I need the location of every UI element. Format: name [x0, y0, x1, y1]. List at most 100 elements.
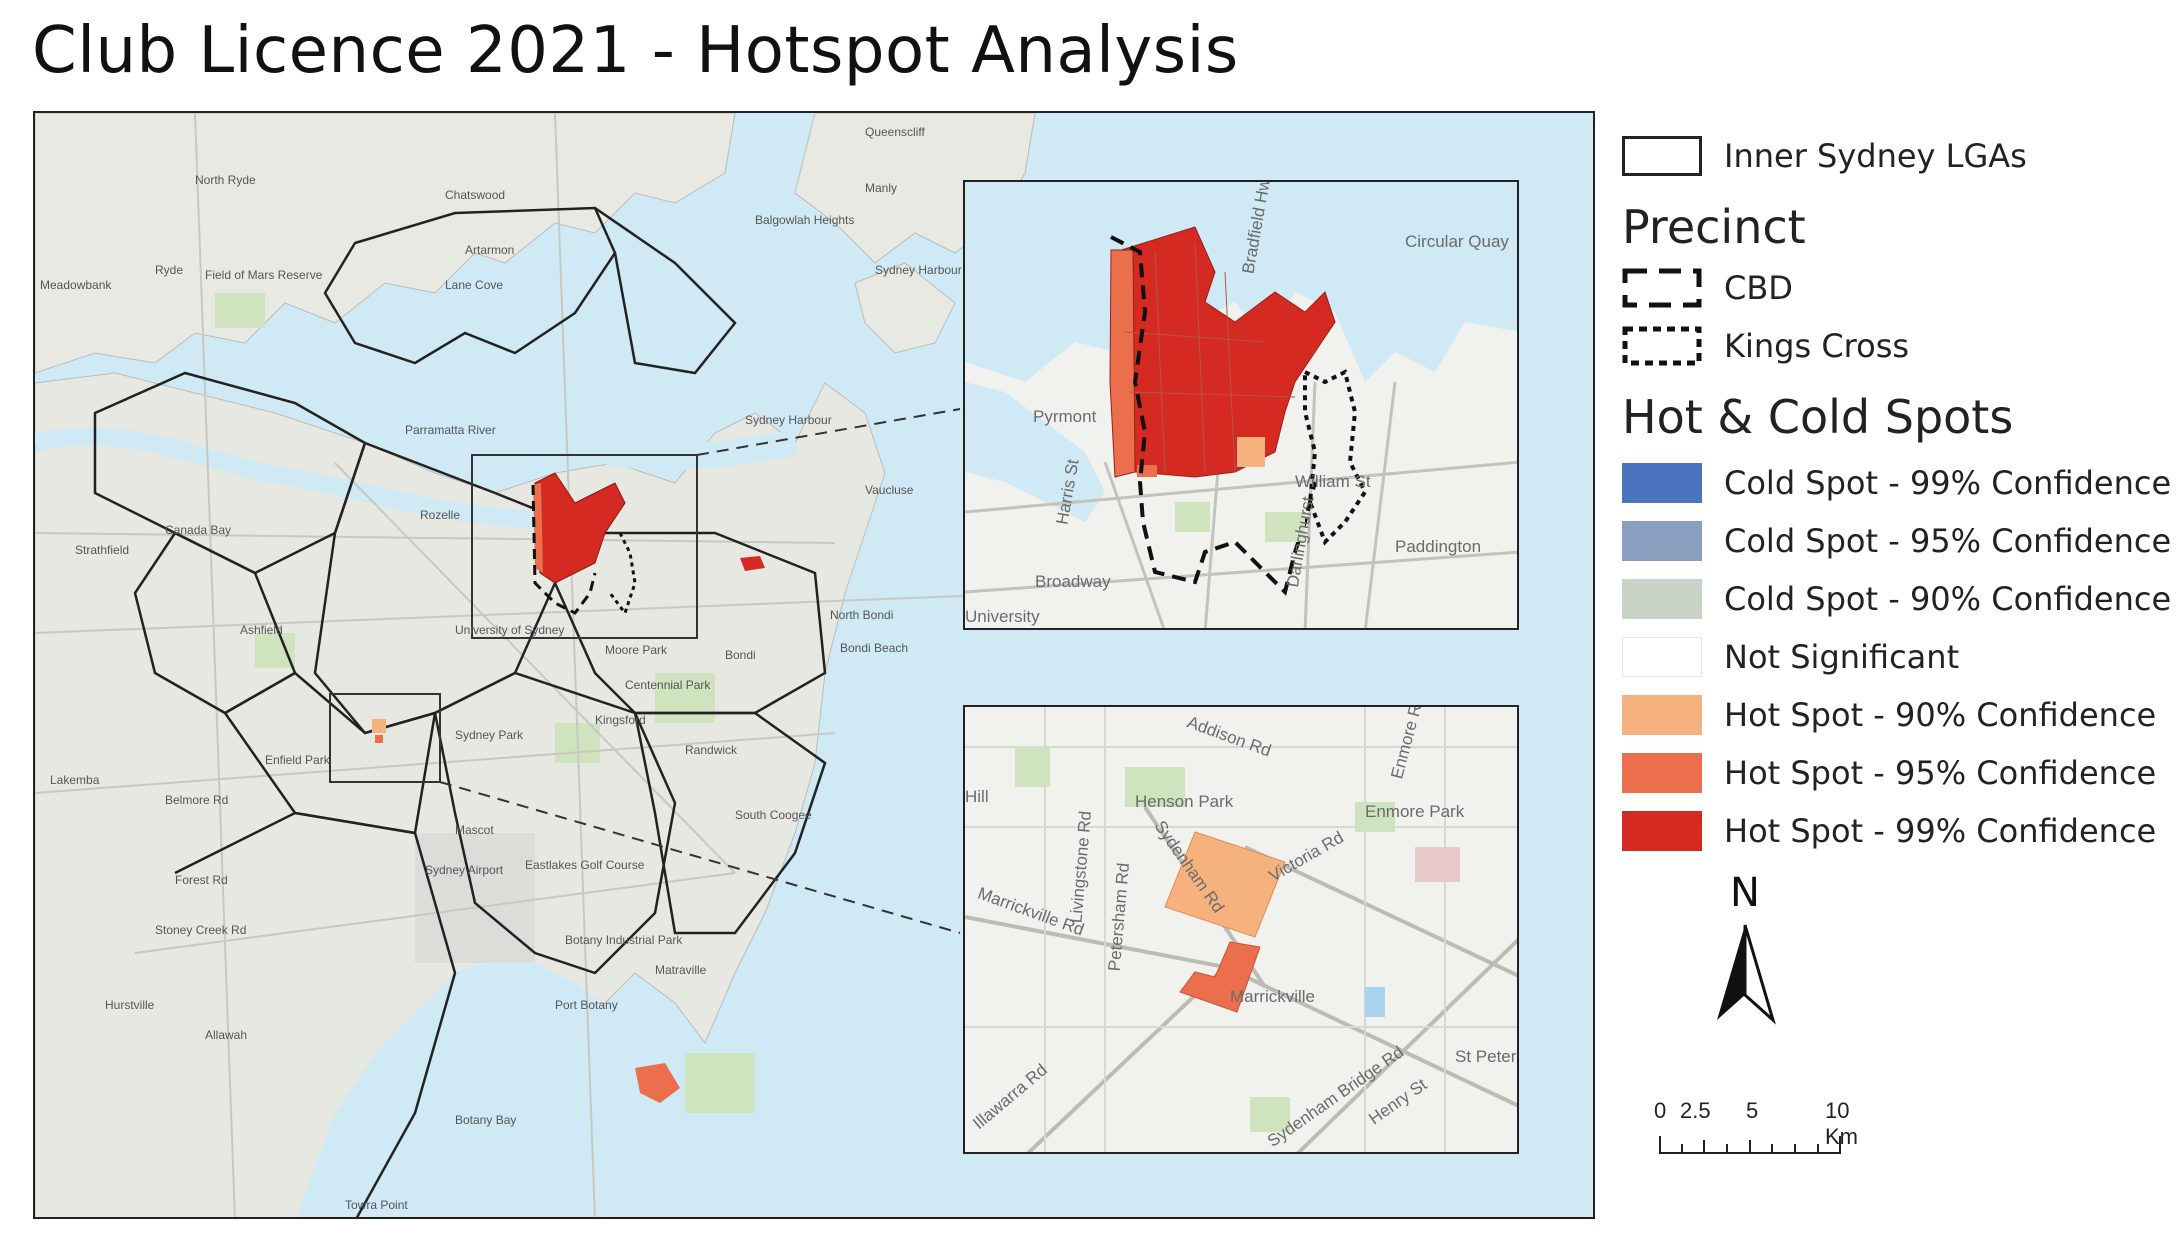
pool [1365, 987, 1385, 1017]
legend-swatch-class [1622, 521, 1702, 561]
main-map-canvas [35, 113, 1036, 1217]
park [1265, 512, 1305, 542]
hotspot-marrickville-90 [372, 719, 386, 733]
park-henson [1125, 767, 1185, 807]
legend-swatch-kingscross [1622, 326, 1702, 366]
inset-label: Marrickville [1230, 987, 1315, 1006]
legend-swatch-class [1622, 463, 1702, 503]
map-label: Enfield Park [265, 753, 330, 767]
map-label: Canada Bay [165, 523, 232, 537]
map-label: Meadowbank [40, 278, 112, 292]
map-label: Kingsford [595, 713, 646, 727]
map-label: Balgowlah Heights [755, 213, 855, 227]
legend-item-class: Hot Spot - 95% Confidence [1622, 753, 2156, 793]
park [1015, 747, 1050, 787]
legend-swatch-lga [1622, 136, 1702, 176]
map-label: Hurstville [105, 998, 155, 1012]
land-north-shore [35, 113, 736, 374]
leader-line-marrickville [439, 781, 961, 934]
map-label: Lakemba [50, 773, 100, 787]
hotspot-marrickville-90 [1164, 831, 1286, 938]
map-label: Artarmon [465, 243, 515, 257]
inset-label: Enmore Park [1365, 802, 1465, 821]
map-label: Belmore Rd [165, 793, 229, 807]
map-label: Matraville [655, 963, 707, 977]
legend-item-class: Hot Spot - 90% Confidence [1622, 695, 2156, 735]
legend-heading-precinct: Precinct [1622, 200, 1806, 254]
map-label: North Ryde [195, 173, 256, 187]
inset-label: William St [1295, 472, 1371, 491]
map-label: Stoney Creek Rd [155, 923, 247, 937]
legend-swatch-class [1622, 811, 1702, 851]
harbour-inlet [452, 398, 798, 471]
hotspot-marrickville-95 [1179, 941, 1261, 1013]
north-label: N [1730, 870, 1760, 916]
map-label: Bondi [725, 648, 756, 662]
inset-label: Henson Park [1135, 792, 1234, 811]
legend-item-class: Cold Spot - 90% Confidence [1622, 579, 2171, 619]
inset-marrickville-minor-roads [965, 707, 1517, 1152]
botany-bay [296, 953, 712, 1217]
map-label: Centennial Park [625, 678, 711, 692]
zoom-box-marrickville [329, 693, 441, 783]
map-label: Vaucluse [865, 483, 914, 497]
inset-label: Pyrmont [1033, 407, 1097, 426]
legend-swatch-class [1622, 753, 1702, 793]
park [655, 673, 715, 723]
north-arrow: N [1705, 870, 1785, 1030]
map-label: Randwick [685, 743, 738, 757]
legend-label: Hot Spot - 95% Confidence [1724, 754, 2157, 792]
legend-label: Cold Spot - 90% Confidence [1724, 580, 2172, 618]
map-label: Parramatta River [405, 423, 496, 437]
legend-item-class: Cold Spot - 99% Confidence [1622, 463, 2171, 503]
map-label: Sydney Park [455, 728, 524, 742]
legend-label: Inner Sydney LGAs [1724, 137, 2027, 175]
legend-label: Kings Cross [1724, 327, 1910, 365]
legend-label: CBD [1724, 269, 1793, 307]
legend-label: Not Significant [1724, 638, 1960, 676]
scale-tick-label: 2.5 [1680, 1098, 1711, 1123]
inset-label: Paddington [1395, 537, 1482, 556]
parramatta-river [35, 427, 598, 542]
map-label: Allawah [205, 1028, 248, 1042]
scale-tick-label: 10 Km [1825, 1098, 1858, 1149]
hotspot-marrickville-95 [375, 735, 383, 743]
road-network [35, 113, 1036, 1217]
hotspot-botany-95 [635, 1063, 680, 1103]
map-label: Botany Industrial Park [565, 933, 683, 947]
inset-cbd-roads [965, 381, 1517, 628]
scale-bar: 0 2.5 5 10 Km [1650, 1098, 1870, 1158]
inset-map-cbd[interactable]: Pyrmont Harris St Broadway William St Pa… [963, 180, 1519, 630]
park [1250, 1097, 1290, 1132]
building [1415, 847, 1460, 882]
map-label: University of Sydney [455, 623, 565, 637]
precinct-kingscross-outline [1303, 368, 1368, 546]
cbd-subareas [1124, 241, 1296, 473]
leader-line-cbd [696, 408, 961, 456]
map-label: Towra Point [345, 1198, 408, 1212]
park [255, 633, 295, 668]
precinct-cbd-outline [531, 484, 597, 615]
inset-label: University [965, 607, 1040, 626]
cockle-bay [965, 382, 1105, 522]
inset-cbd-canvas [965, 182, 1517, 628]
map-label: Bondi Beach [840, 641, 909, 655]
map-label: Sydney Airport [425, 863, 504, 877]
inset-map-marrickville[interactable]: Addison Rd Enmore Park Enmore Rd Henson … [963, 705, 1519, 1154]
legend-label: Cold Spot - 95% Confidence [1724, 522, 2172, 560]
legend-item-kingscross: Kings Cross [1622, 326, 1909, 366]
legend-item-class: Hot Spot - 99% Confidence [1622, 811, 2156, 851]
map-label: Manly [865, 181, 898, 195]
map-label: Rozelle [420, 508, 461, 522]
map-title: Club Licence 2021 - Hotspot Analysis [32, 14, 1239, 88]
map-label: Lane Cove [445, 278, 504, 292]
precinct-cbd-outline [1110, 235, 1317, 596]
hotspot-cbd-90 [1237, 437, 1265, 467]
legend-label: Cold Spot - 99% Confidence [1724, 464, 2172, 502]
legend-swatch-class [1622, 695, 1702, 735]
map-label: Ryde [155, 263, 184, 277]
legend-swatch-cbd [1622, 268, 1702, 308]
map-label: Eastlakes Golf Course [525, 858, 645, 872]
inset-marrickville-canvas [965, 707, 1517, 1152]
map-label: Moore Park [605, 643, 668, 657]
